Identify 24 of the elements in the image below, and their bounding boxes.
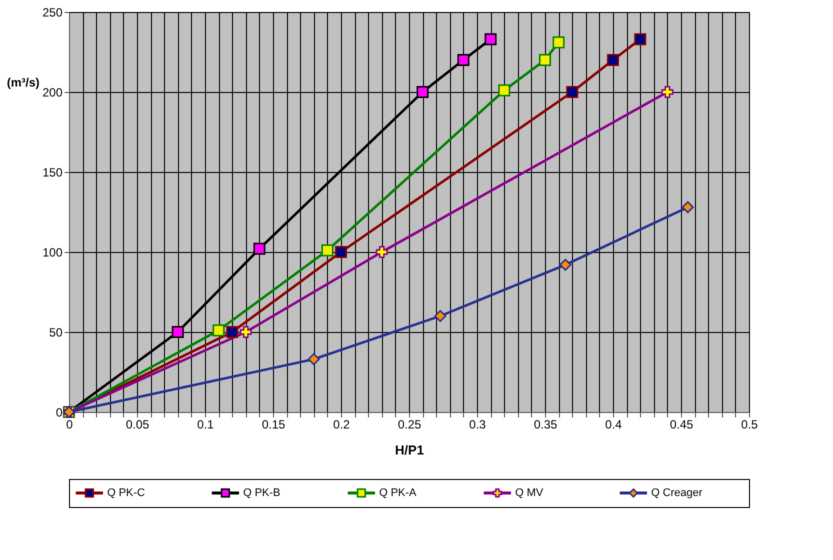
x-tick-label: 0.05	[126, 418, 150, 432]
x-tick-label: 0.4	[605, 418, 622, 432]
x-tick-label: 0.2	[333, 418, 350, 432]
legend-label: Q PK-B	[243, 487, 280, 499]
x-axis-title: H/P1	[395, 442, 424, 458]
x-tick-label: 0.25	[398, 418, 422, 432]
y-tick-label: 100	[42, 246, 63, 260]
x-tick-label: 0.3	[469, 418, 486, 432]
x-tick-label: 0.35	[534, 418, 558, 432]
y-tick-label: 250	[42, 6, 63, 20]
y-tick-label: 200	[42, 86, 63, 100]
x-tick-label: 0	[66, 418, 74, 432]
x-tick-label: 0.15	[262, 418, 286, 432]
y-tick-label: 150	[42, 166, 63, 180]
y-tick-label: 0	[56, 406, 63, 420]
legend-label: Q Creager	[651, 487, 703, 499]
y-axis-title: (m³/s)	[6, 76, 40, 90]
x-tick-label: 0.5	[741, 418, 758, 432]
legend-label: Q PK-C	[107, 487, 146, 499]
x-tick-label: 0.45	[670, 418, 694, 432]
legend-label: Q MV	[515, 487, 544, 499]
x-tick-label: 0.1	[197, 418, 214, 432]
y-tick-label: 50	[49, 326, 63, 340]
legend-label: Q PK-A	[379, 487, 418, 499]
